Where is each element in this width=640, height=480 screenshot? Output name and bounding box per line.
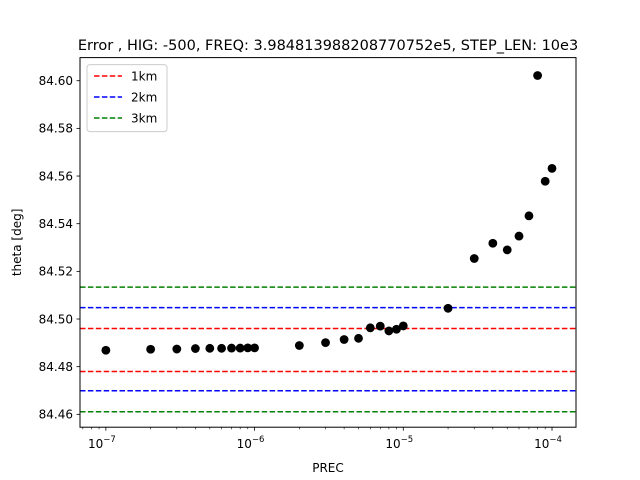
data-point <box>392 324 401 334</box>
data-point <box>524 211 534 221</box>
data-point <box>540 176 550 186</box>
y-tick-label: 84.54 <box>39 217 73 231</box>
y-tick-label: 84.46 <box>39 408 73 422</box>
x-tick-label: 10−4 <box>534 435 562 451</box>
data-point <box>243 343 253 353</box>
plot-frame <box>79 57 577 428</box>
data-point <box>547 164 557 173</box>
data-point <box>294 341 304 350</box>
legend-box <box>86 64 168 133</box>
y-axis-ticks: 84.46 84.48 84.50 84.52 84.54 84.56 84.58 84.60 <box>39 74 80 422</box>
data-point <box>502 245 512 255</box>
data-point <box>250 343 259 353</box>
data-point <box>375 321 385 331</box>
legend-label-3km: 3km <box>131 111 157 125</box>
y-axis-label: theta [deg] <box>10 209 24 277</box>
data-point <box>365 323 375 333</box>
data-point <box>533 71 542 80</box>
data-point <box>217 343 226 353</box>
y-tick-label: 84.50 <box>39 312 73 326</box>
y-tick-label: 84.48 <box>39 360 73 374</box>
x-tick-exponent: −4 <box>549 435 562 445</box>
legend-label-1km: 1km <box>131 69 157 83</box>
data-point <box>354 333 363 343</box>
data-point <box>101 345 111 355</box>
data-point <box>514 231 524 241</box>
x-tick-exponent: −5 <box>401 435 414 445</box>
y-tick-label: 84.58 <box>39 122 73 136</box>
data-point <box>227 343 236 353</box>
data-point <box>205 343 215 353</box>
y-tick-label: 84.56 <box>39 169 73 183</box>
y-tick-label: 84.60 <box>39 74 73 88</box>
x-tick-label: 10−5 <box>385 435 413 451</box>
data-point <box>384 326 394 336</box>
data-point <box>488 238 498 248</box>
data-point <box>190 344 200 353</box>
y-tick-label: 84.52 <box>39 265 73 279</box>
reference-lines <box>80 286 576 413</box>
x-tick-label: 10−7 <box>88 435 116 451</box>
data-point <box>443 303 453 313</box>
x-tick-label: 10−6 <box>237 435 265 451</box>
x-axis-ticks: 10−7 10−6 10−5 10−4 <box>82 427 562 451</box>
data-point <box>321 338 330 348</box>
data-point <box>469 254 479 263</box>
legend-label-2km: 2km <box>131 90 157 104</box>
data-point <box>172 344 182 354</box>
x-tick-exponent: −6 <box>252 435 265 445</box>
data-point <box>235 343 245 353</box>
data-point <box>146 344 156 354</box>
legend: 1km 2km 3km <box>86 64 168 133</box>
data-point <box>339 335 349 344</box>
x-tick-exponent: −7 <box>103 435 116 445</box>
data-points <box>101 71 557 355</box>
x-axis-label: PREC <box>312 461 344 475</box>
chart-title: Error , HIG: -500, FREQ: 3.9848139882087… <box>78 38 578 54</box>
data-point <box>398 321 408 331</box>
